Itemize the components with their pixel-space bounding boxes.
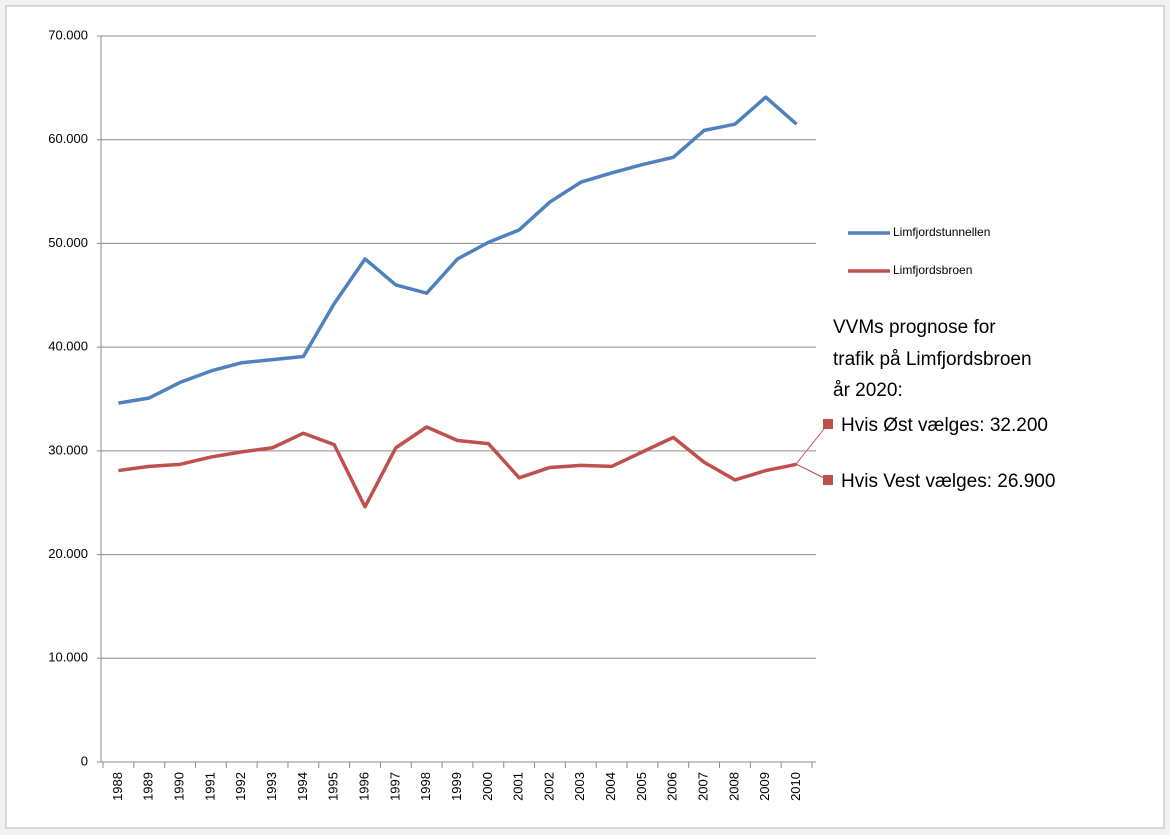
x-tick-label: 2010 [788, 772, 803, 801]
x-tick-label: 1992 [233, 772, 248, 801]
x-tick-label: 2007 [696, 772, 711, 801]
legend-label: Limfjordstunnellen [893, 225, 990, 239]
x-tick-label: 2003 [572, 772, 587, 801]
leader-line [795, 423, 829, 465]
x-tick-label: 2000 [480, 772, 495, 801]
annotation-text: Hvis Vest vælges: 26.900 [841, 471, 1055, 492]
leader-line [795, 463, 829, 481]
x-tick-label: 1998 [418, 772, 433, 801]
x-tick-label: 2006 [665, 772, 680, 801]
x-tick-label: 1991 [202, 772, 217, 801]
annotation-text: Hvis Øst vælges: 32.200 [841, 415, 1048, 436]
annotation-text: år 2020: [833, 380, 903, 401]
x-tick-label: 2008 [726, 772, 741, 801]
y-tick-label: 60.000 [48, 131, 88, 146]
x-tick-label: 2002 [541, 772, 556, 801]
x-tick-label: 1996 [356, 772, 371, 801]
x-tick-label: 1999 [449, 772, 464, 801]
annotation-marker [823, 475, 833, 485]
annotation-marker [823, 419, 833, 429]
annotation-text: VVMs prognose for [833, 317, 996, 338]
x-tick-label: 1990 [172, 772, 187, 801]
annotation-text: trafik på Limfjordsbroen [833, 349, 1032, 370]
x-tick-label: 1993 [264, 772, 279, 801]
x-tick-label: 2009 [757, 772, 772, 801]
chart-area [5, 5, 1165, 829]
y-tick-label: 30.000 [48, 442, 88, 457]
series-line [118, 95, 798, 405]
x-tick-label: 2001 [511, 772, 526, 801]
x-tick-label: 2005 [634, 772, 649, 801]
series-line [118, 425, 797, 509]
y-tick-label: 40.000 [48, 339, 88, 354]
y-tick-label: 20.000 [48, 546, 88, 561]
y-tick-label: 50.000 [48, 235, 88, 250]
x-tick-label: 1989 [141, 772, 156, 801]
legend-label: Limfjordsbroen [893, 263, 972, 277]
y-tick-label: 70.000 [48, 27, 88, 42]
x-tick-label: 2004 [603, 772, 618, 801]
x-tick-label: 1995 [326, 772, 341, 801]
x-tick-label: 1997 [387, 772, 402, 801]
x-tick-label: 1994 [295, 772, 310, 801]
y-tick-label: 0 [81, 753, 88, 768]
x-tick-label: 1988 [110, 772, 125, 801]
y-tick-label: 10.000 [48, 650, 88, 665]
